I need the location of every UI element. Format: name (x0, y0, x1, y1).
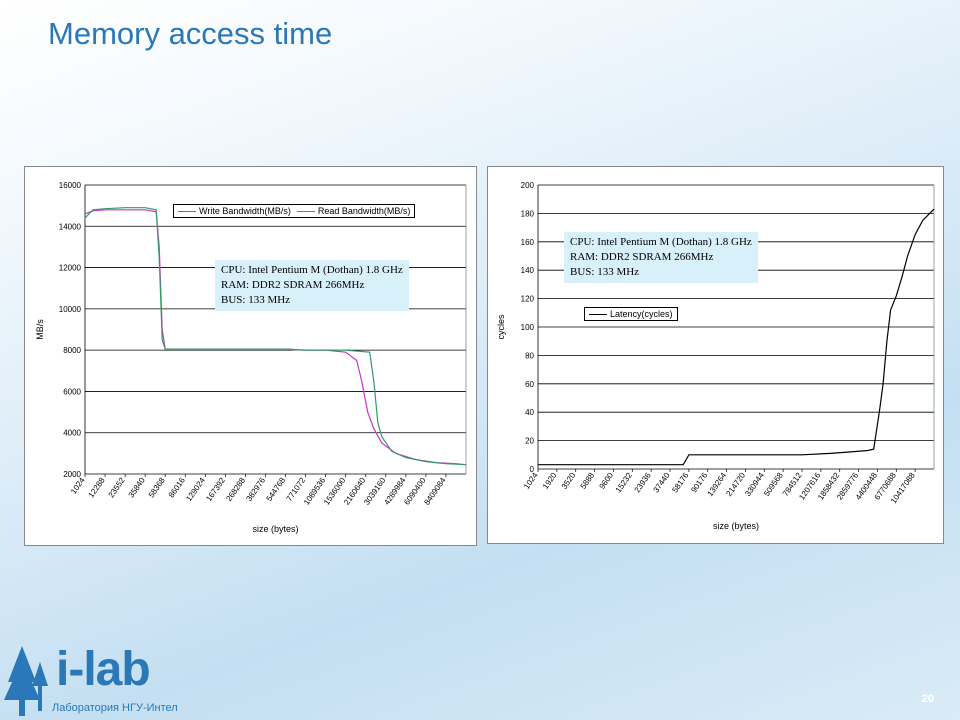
y-tick-label: 8000 (63, 346, 81, 355)
y-tick-label: 40 (525, 408, 534, 417)
y-tick-label: 2000 (63, 470, 81, 479)
x-tick-label: 268288 (224, 476, 247, 503)
annotation-bus: BUS: 133 MHz (221, 294, 291, 306)
x-tick-label: 58176 (670, 471, 690, 495)
series-line (538, 208, 935, 466)
x-tick-label: 1024 (522, 471, 540, 491)
legend-read: Read Bandwidth(MB/s) (296, 206, 411, 216)
y-axis-label: MB/s (35, 319, 45, 340)
annotation-cpu: CPU: Intel Pentium M (Dothan) 1.8 GHz (570, 236, 752, 248)
y-tick-label: 100 (521, 323, 535, 332)
latency-legend: Latency(cycles) (584, 307, 678, 321)
annotation-bus: BUS: 133 MHz (570, 266, 640, 278)
y-tick-label: 80 (525, 351, 534, 360)
x-tick-label: 129024 (184, 476, 207, 503)
x-tick-label: 23552 (107, 476, 127, 500)
y-tick-label: 12000 (59, 264, 82, 273)
y-tick-label: 120 (521, 295, 535, 304)
legend-read-label: Read Bandwidth(MB/s) (317, 206, 411, 216)
x-axis-label: size (bytes) (713, 521, 759, 531)
legend-write-label: Write Bandwidth(MB/s) (199, 206, 291, 216)
series-line (84, 209, 467, 466)
x-tick-label: 58368 (147, 476, 167, 500)
annotation-ram: RAM: DDR2 SDRAM 266MHz (570, 251, 714, 263)
y-tick-label: 10000 (59, 305, 82, 314)
legend-write: Write Bandwidth(MB/s) (178, 206, 291, 216)
y-tick-label: 0 (530, 465, 535, 474)
bandwidth-chart: 2000 4000 6000 8000 10000 12000 14000 16000 1024… (24, 166, 477, 546)
bandwidth-chart-svg: 2000400060008000100001200014000160001024… (35, 181, 467, 534)
logo-text: i-lab (56, 643, 151, 696)
bandwidth-legend: Write Bandwidth(MB/s) Read Bandwidth(MB/… (173, 204, 416, 218)
y-tick-label: 6000 (63, 387, 81, 396)
y-tick-label: 180 (521, 209, 535, 218)
y-tick-label: 14000 (59, 222, 82, 231)
x-tick-label: 5888 (579, 471, 597, 491)
legend-latency-label: Latency(cycles) (610, 309, 673, 319)
logo-subtitle: Лаборатория НГУ-Интел (52, 702, 178, 714)
x-tick-label: 544768 (264, 476, 287, 503)
slide-title: Memory access time (48, 16, 333, 51)
x-axis-label: size (bytes) (252, 524, 298, 534)
latency-annotation: CPU: Intel Pentium M (Dothan) 1.8 GHz RA… (564, 232, 758, 283)
page-number: 20 (921, 693, 934, 705)
x-tick-label: 37440 (652, 471, 672, 495)
y-tick-label: 140 (521, 266, 535, 275)
y-tick-label: 20 (525, 437, 534, 446)
x-tick-label: 1920 (541, 471, 559, 491)
latency-chart: 0 20 40 60 80 100 120 140 160 180 200 1024 1920 3520 5… (487, 166, 944, 544)
series-line (84, 207, 467, 466)
x-tick-label: 35840 (127, 476, 147, 500)
annotation-ram: RAM: DDR2 SDRAM 266MHz (221, 279, 365, 291)
y-tick-label: 160 (521, 238, 535, 247)
y-tick-label: 4000 (63, 429, 81, 438)
annotation-cpu: CPU: Intel Pentium M (Dothan) 1.8 GHz (221, 264, 403, 276)
y-tick-label: 16000 (59, 181, 82, 190)
x-tick-label: 9600 (597, 471, 615, 491)
x-tick-label: 15232 (614, 471, 634, 495)
y-tick-label: 60 (525, 380, 534, 389)
x-tick-label: 86016 (167, 476, 187, 500)
x-tick-label: 23936 (633, 471, 653, 495)
x-tick-label: 12288 (87, 476, 107, 500)
bandwidth-annotation: CPU: Intel Pentium M (Dothan) 1.8 GHz RA… (215, 260, 409, 311)
tree-logo-icon (4, 646, 48, 716)
legend-latency: Latency(cycles) (589, 309, 673, 319)
y-axis-label: cycles (496, 314, 506, 340)
x-tick-label: 167392 (204, 476, 227, 503)
x-tick-label: 382976 (244, 476, 267, 503)
y-tick-label: 200 (521, 181, 535, 190)
x-tick-label: 3520 (560, 471, 578, 491)
